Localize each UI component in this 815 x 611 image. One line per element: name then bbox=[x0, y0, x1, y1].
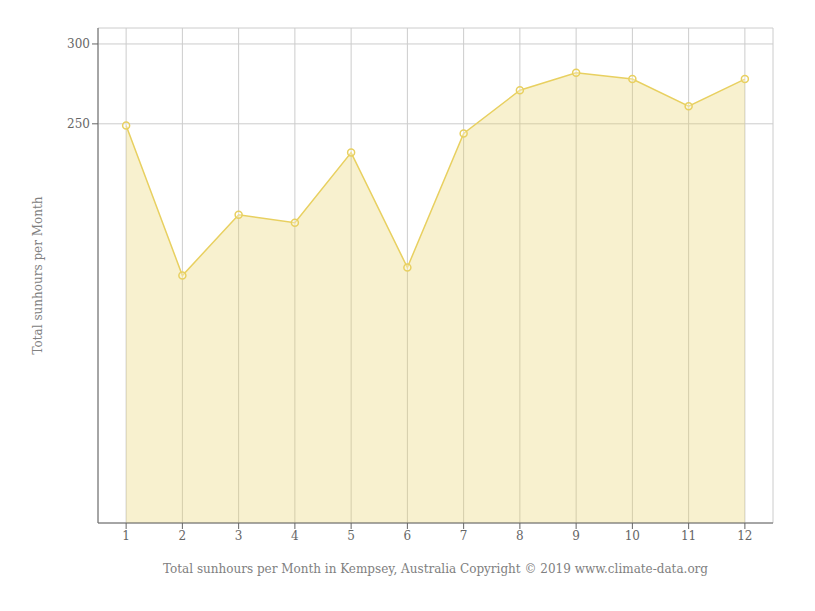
svg-text:2: 2 bbox=[179, 529, 187, 543]
svg-text:12: 12 bbox=[737, 529, 752, 543]
svg-text:1: 1 bbox=[122, 529, 130, 543]
svg-text:8: 8 bbox=[516, 529, 524, 543]
svg-text:6: 6 bbox=[404, 529, 412, 543]
svg-text:5: 5 bbox=[347, 529, 355, 543]
svg-text:Total sunhours per Month: Total sunhours per Month bbox=[31, 196, 45, 354]
svg-text:11: 11 bbox=[681, 529, 696, 543]
svg-text:300: 300 bbox=[67, 37, 90, 51]
svg-text:7: 7 bbox=[460, 529, 468, 543]
svg-text:4: 4 bbox=[291, 529, 299, 543]
svg-text:3: 3 bbox=[235, 529, 243, 543]
svg-text:Total sunhours per Month in Ke: Total sunhours per Month in Kempsey, Aus… bbox=[163, 562, 708, 576]
svg-text:9: 9 bbox=[572, 529, 580, 543]
svg-text:250: 250 bbox=[67, 117, 90, 131]
svg-text:10: 10 bbox=[625, 529, 640, 543]
